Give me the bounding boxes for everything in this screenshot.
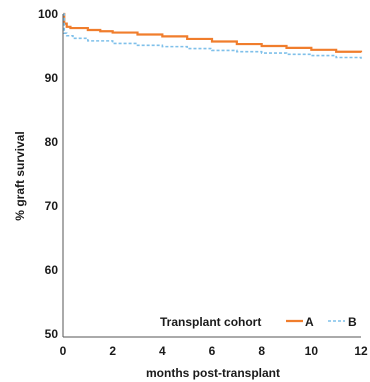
y-tick-label-50: 50: [45, 327, 59, 341]
series-line-b: [63, 13, 362, 59]
legend-label-b: B: [348, 315, 357, 329]
x-tick-label-10: 10: [305, 344, 319, 358]
y-tick-label-60: 60: [45, 263, 59, 277]
plot-area: [63, 12, 363, 59]
x-tick-label-2: 2: [109, 344, 116, 358]
y-tick-label-90: 90: [45, 71, 59, 85]
x-tick-label-12: 12: [354, 344, 368, 358]
x-axis-title: months post-transplant: [146, 366, 280, 380]
y-tick-label-80: 80: [45, 135, 59, 149]
y-tick-label-70: 70: [45, 199, 59, 213]
axes: [62, 14, 361, 338]
legend-label-a: A: [305, 315, 314, 329]
y-axis-title: % graft survival: [13, 131, 27, 220]
legend-title: Transplant cohort: [160, 315, 261, 329]
tick-labels: 50 60 70 80 90 100 0 2 4 6 8 10 12: [38, 7, 368, 358]
series-line-a: [63, 12, 363, 53]
legend: Transplant cohort A B: [160, 315, 357, 329]
x-tick-label-4: 4: [159, 344, 166, 358]
x-tick-label-6: 6: [209, 344, 216, 358]
x-tick-label-0: 0: [60, 344, 67, 358]
x-tick-label-8: 8: [258, 344, 265, 358]
y-tick-label-100: 100: [38, 7, 58, 21]
